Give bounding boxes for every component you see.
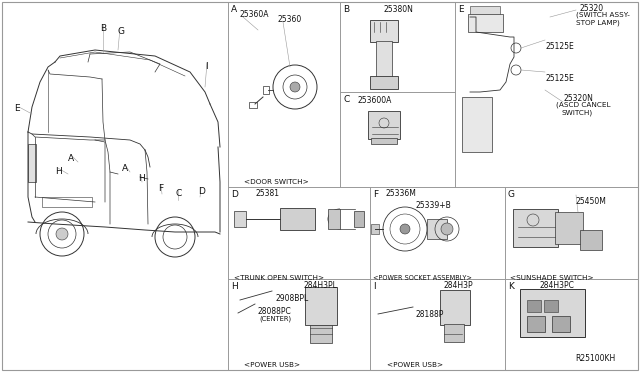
Bar <box>354 211 364 227</box>
Text: D: D <box>198 187 205 196</box>
Bar <box>462 97 492 152</box>
Bar <box>552 316 570 332</box>
Text: I: I <box>373 282 376 291</box>
Text: 253600A: 253600A <box>358 96 392 105</box>
Bar <box>310 325 332 343</box>
Bar <box>527 300 541 312</box>
Bar <box>371 138 397 144</box>
Text: A: A <box>122 164 128 173</box>
Text: 25339+B: 25339+B <box>415 201 451 210</box>
Text: 28088PC: 28088PC <box>258 307 292 316</box>
Text: K: K <box>508 282 514 291</box>
Text: F: F <box>373 190 378 199</box>
Text: B: B <box>100 24 106 33</box>
Bar <box>280 208 315 230</box>
Text: 25381: 25381 <box>256 189 280 198</box>
Bar <box>370 76 398 89</box>
Text: 25380N: 25380N <box>383 5 413 14</box>
Text: (ASCD CANCEL: (ASCD CANCEL <box>556 102 611 109</box>
Text: 25320: 25320 <box>580 4 604 13</box>
Bar <box>328 209 340 229</box>
Bar <box>555 212 583 244</box>
Text: E: E <box>14 104 20 113</box>
Text: 28188P: 28188P <box>415 310 444 319</box>
Bar <box>527 316 545 332</box>
Text: E: E <box>458 5 463 14</box>
Text: H: H <box>138 174 145 183</box>
Bar <box>370 20 398 42</box>
Text: <TRUNK OPEN SWITCH>: <TRUNK OPEN SWITCH> <box>234 275 324 281</box>
Bar <box>544 300 558 312</box>
Bar <box>470 6 500 14</box>
Text: G: G <box>508 190 515 199</box>
Circle shape <box>400 224 410 234</box>
Text: 25450M: 25450M <box>576 197 607 206</box>
Bar <box>305 287 337 325</box>
Text: 284H3PL: 284H3PL <box>303 281 337 290</box>
Text: (CENTER): (CENTER) <box>259 315 291 321</box>
Text: 25125E: 25125E <box>545 74 573 83</box>
Text: 284H3PC: 284H3PC <box>540 281 575 290</box>
Text: SWITCH): SWITCH) <box>562 109 593 115</box>
Text: 25360: 25360 <box>278 15 302 24</box>
Bar <box>427 219 447 239</box>
Text: <SUNSHADE SWITCH>: <SUNSHADE SWITCH> <box>510 275 594 281</box>
Bar <box>234 211 246 227</box>
Circle shape <box>441 223 453 235</box>
Bar <box>42 197 92 207</box>
Bar <box>513 209 558 247</box>
Circle shape <box>56 228 68 240</box>
Text: G: G <box>117 27 124 36</box>
Bar <box>368 111 400 139</box>
Text: D: D <box>231 190 238 199</box>
Text: STOP LAMP): STOP LAMP) <box>576 19 620 26</box>
Bar <box>444 324 464 342</box>
Text: 25320N: 25320N <box>563 94 593 103</box>
Text: A: A <box>231 5 237 14</box>
Bar <box>249 102 257 108</box>
Text: 2908BPL: 2908BPL <box>276 294 309 303</box>
Bar <box>28 144 36 182</box>
Text: <POWER SOCKET ASSEMBLY>: <POWER SOCKET ASSEMBLY> <box>373 275 472 281</box>
Bar <box>371 224 379 234</box>
Text: I: I <box>205 62 207 71</box>
Text: 25360A: 25360A <box>240 10 269 19</box>
Text: 25336M: 25336M <box>385 189 416 198</box>
Text: F: F <box>158 184 163 193</box>
Bar <box>520 289 585 337</box>
Text: (SWITCH ASSY-: (SWITCH ASSY- <box>576 12 630 19</box>
Text: C: C <box>175 189 181 198</box>
Bar <box>440 290 470 325</box>
Text: A: A <box>68 154 74 163</box>
Text: 284H3P: 284H3P <box>443 281 472 290</box>
Bar <box>468 14 503 32</box>
Text: B: B <box>343 5 349 14</box>
Text: R25100KH: R25100KH <box>575 354 615 363</box>
Text: H: H <box>231 282 237 291</box>
Text: <POWER USB>: <POWER USB> <box>387 362 443 368</box>
Bar <box>580 230 602 250</box>
Text: 25125E: 25125E <box>545 42 573 51</box>
Text: <DOOR SWITCH>: <DOOR SWITCH> <box>244 179 308 185</box>
Circle shape <box>290 82 300 92</box>
Bar <box>263 86 269 94</box>
Text: <POWER USB>: <POWER USB> <box>244 362 300 368</box>
Bar <box>376 41 392 77</box>
Text: H: H <box>55 167 61 176</box>
Text: C: C <box>343 95 349 104</box>
